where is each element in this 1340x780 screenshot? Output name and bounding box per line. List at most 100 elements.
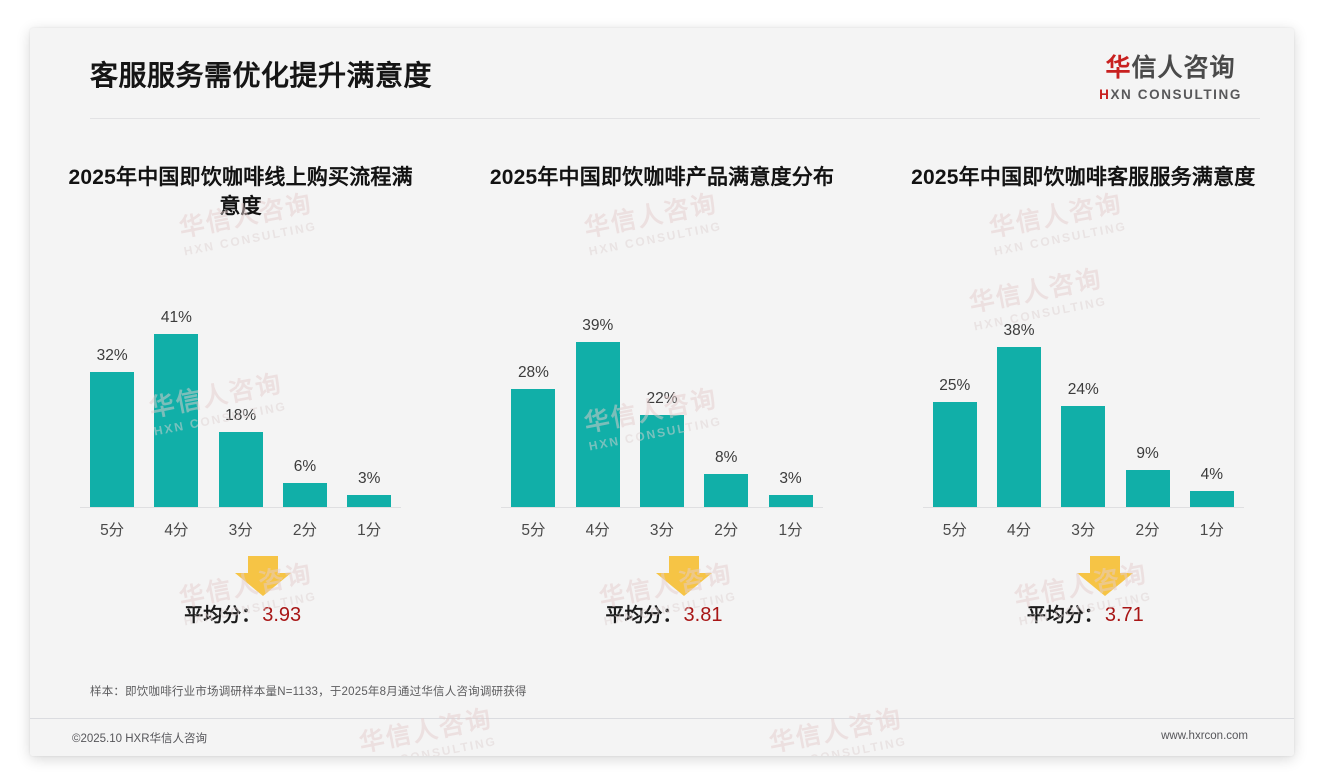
- x-axis-tick-label: 5分: [521, 522, 546, 539]
- average-value: 3.81: [683, 604, 723, 626]
- x-axis-labels: 5分 4分 3分 2分 1分: [80, 512, 401, 546]
- average-block: 平均分： 3.93: [44, 556, 437, 644]
- bar-plot: 25% 38% 24% 9% 4%: [923, 293, 1244, 508]
- average-score: 平均分： 3.71: [887, 600, 1280, 627]
- website-url[interactable]: www.hxrcon.com: [1161, 730, 1248, 742]
- x-axis-tick-label: 3分: [649, 522, 675, 539]
- brand-logo-cn-accent: 华: [1105, 54, 1132, 82]
- bar-value-label: 25%: [939, 376, 971, 394]
- brand-logo-cn: 华信人咨询: [1099, 56, 1242, 81]
- bar-value-label: 41%: [160, 308, 192, 326]
- bar: [704, 474, 749, 508]
- bar: [218, 431, 263, 508]
- average-label: 平均分：: [184, 605, 261, 626]
- bar-column: 28%: [501, 293, 565, 508]
- copyright-text: ©2025.10 HXR华信人咨询: [72, 733, 208, 745]
- bar-column: 3%: [337, 293, 401, 508]
- chart-panel: 2025年中国即饮咖啡线上购买流程满意度 32% 41% 18% 6% 3% 5分 4分 3…: [30, 138, 451, 644]
- bar-value-label: 18%: [225, 406, 257, 424]
- x-axis-labels: 5分 4分 3分 2分 1分: [501, 512, 822, 546]
- bar-column: 39%: [566, 293, 630, 508]
- bar-column: 6%: [273, 293, 337, 508]
- bar: [997, 346, 1042, 508]
- x-axis-tick-label: 5分: [942, 522, 967, 539]
- bar-chart: 28% 39% 22% 8% 3% 5分 4分 3分 2分 1分: [501, 256, 823, 546]
- slide-card: 客服服务需优化提升满意度 华信人咨询 HXN CONSULTING 2025年中…: [30, 28, 1294, 756]
- page-title: 客服服务需优化提升满意度: [90, 60, 433, 91]
- bar-value-label: 8%: [715, 449, 738, 467]
- slide-footer: ©2025.10 HXR华信人咨询 www.hxrcon.com: [30, 718, 1294, 756]
- average-score: 平均分： 3.81: [465, 600, 858, 627]
- bar-column: 25%: [923, 293, 987, 508]
- x-axis-line: [501, 507, 823, 508]
- bar: [282, 482, 327, 508]
- brand-logo-en-rest: XN CONSULTING: [1110, 87, 1242, 102]
- bar: [90, 372, 135, 508]
- x-axis-tick-label: 4分: [1006, 522, 1032, 539]
- bar-column: 24%: [1051, 293, 1115, 508]
- bar-value-label: 3%: [779, 470, 802, 488]
- bar-column: 18%: [209, 293, 273, 508]
- chart-panels: 2025年中国即饮咖啡线上购买流程满意度 32% 41% 18% 6% 3% 5分 4分 3…: [30, 138, 1294, 644]
- x-axis-tick-label: 1分: [357, 522, 382, 539]
- bar-column: 41%: [144, 293, 208, 508]
- x-axis-tick-label: 1分: [778, 522, 803, 539]
- down-arrow-icon: [234, 556, 291, 596]
- bar: [575, 342, 620, 508]
- x-axis-tick-label: 5分: [100, 522, 125, 539]
- bar: [1189, 491, 1234, 508]
- bar: [347, 495, 392, 508]
- source-footnote: 样本：即饮咖啡行业市场调研样本量N=1133，于2025年8月通过华信人咨询调研…: [90, 686, 527, 698]
- bar-value-label: 24%: [1067, 381, 1099, 399]
- bar-plot: 32% 41% 18% 6% 3%: [80, 293, 401, 508]
- bar: [932, 401, 977, 508]
- x-axis-tick-label: 2分: [292, 522, 317, 539]
- down-arrow-icon: [655, 556, 712, 596]
- bar-chart: 25% 38% 24% 9% 4% 5分 4分 3分 2分 1分: [922, 256, 1244, 546]
- down-arrow-icon: [1077, 556, 1134, 596]
- bar: [511, 389, 556, 508]
- x-axis-tick-label: 2分: [1135, 522, 1160, 539]
- bar-value-label: 6%: [293, 457, 317, 475]
- x-axis-tick-label: 4分: [164, 522, 189, 539]
- bar-column: 4%: [1180, 293, 1244, 508]
- average-value: 3.93: [262, 604, 302, 626]
- x-axis-tick-label: 2分: [714, 522, 739, 539]
- brand-logo-en: HXN CONSULTING: [1099, 88, 1242, 102]
- chart-panel: 2025年中国即饮咖啡客服服务满意度 25% 38% 24% 9% 4% 5分 4分 3分 2…: [873, 138, 1294, 644]
- bar: [768, 495, 813, 508]
- bar-value-label: 3%: [357, 470, 381, 488]
- bar-column: 32%: [80, 293, 144, 508]
- chart-title: 2025年中国即饮咖啡线上购买流程满意度: [68, 166, 413, 218]
- brand-logo: 华信人咨询 HXN CONSULTING: [1099, 56, 1242, 102]
- x-axis-line: [80, 507, 402, 508]
- bar-value-label: 28%: [517, 364, 549, 382]
- bar-column: 8%: [694, 293, 758, 508]
- average-label: 平均分：: [605, 605, 682, 626]
- average-block: 平均分： 3.81: [465, 556, 858, 644]
- bar-value-label: 4%: [1200, 466, 1224, 484]
- average-score: 平均分： 3.93: [44, 600, 437, 627]
- chart-title: 2025年中国即饮咖啡客服服务满意度: [911, 166, 1256, 189]
- bar-value-label: 39%: [582, 317, 614, 335]
- x-axis-tick-label: 3分: [228, 522, 253, 539]
- bar-value-label: 9%: [1136, 444, 1159, 462]
- bar-column: 9%: [1115, 293, 1179, 508]
- x-axis-tick-label: 1分: [1199, 522, 1224, 539]
- bar-value-label: 22%: [646, 389, 678, 407]
- bar-plot: 28% 39% 22% 8% 3%: [501, 293, 822, 508]
- chart-panel: 2025年中国即饮咖啡产品满意度分布 28% 39% 22% 8% 3% 5分 4分 3分 2…: [451, 138, 872, 644]
- bar: [1061, 406, 1106, 508]
- header-divider: [90, 118, 1260, 119]
- brand-logo-cn-rest: 信人咨询: [1131, 54, 1236, 82]
- bar-column: 22%: [630, 293, 694, 508]
- average-value: 3.71: [1104, 604, 1144, 626]
- brand-logo-en-accent: H: [1099, 87, 1111, 102]
- x-axis-tick-label: 3分: [1071, 522, 1096, 539]
- average-label: 平均分：: [1026, 605, 1103, 626]
- bar: [154, 333, 199, 508]
- bar-value-label: 32%: [96, 347, 128, 365]
- x-axis-tick-label: 4分: [585, 522, 610, 539]
- slide-header: 客服服务需优化提升满意度 华信人咨询 HXN CONSULTING: [30, 28, 1294, 121]
- bar: [1125, 469, 1170, 508]
